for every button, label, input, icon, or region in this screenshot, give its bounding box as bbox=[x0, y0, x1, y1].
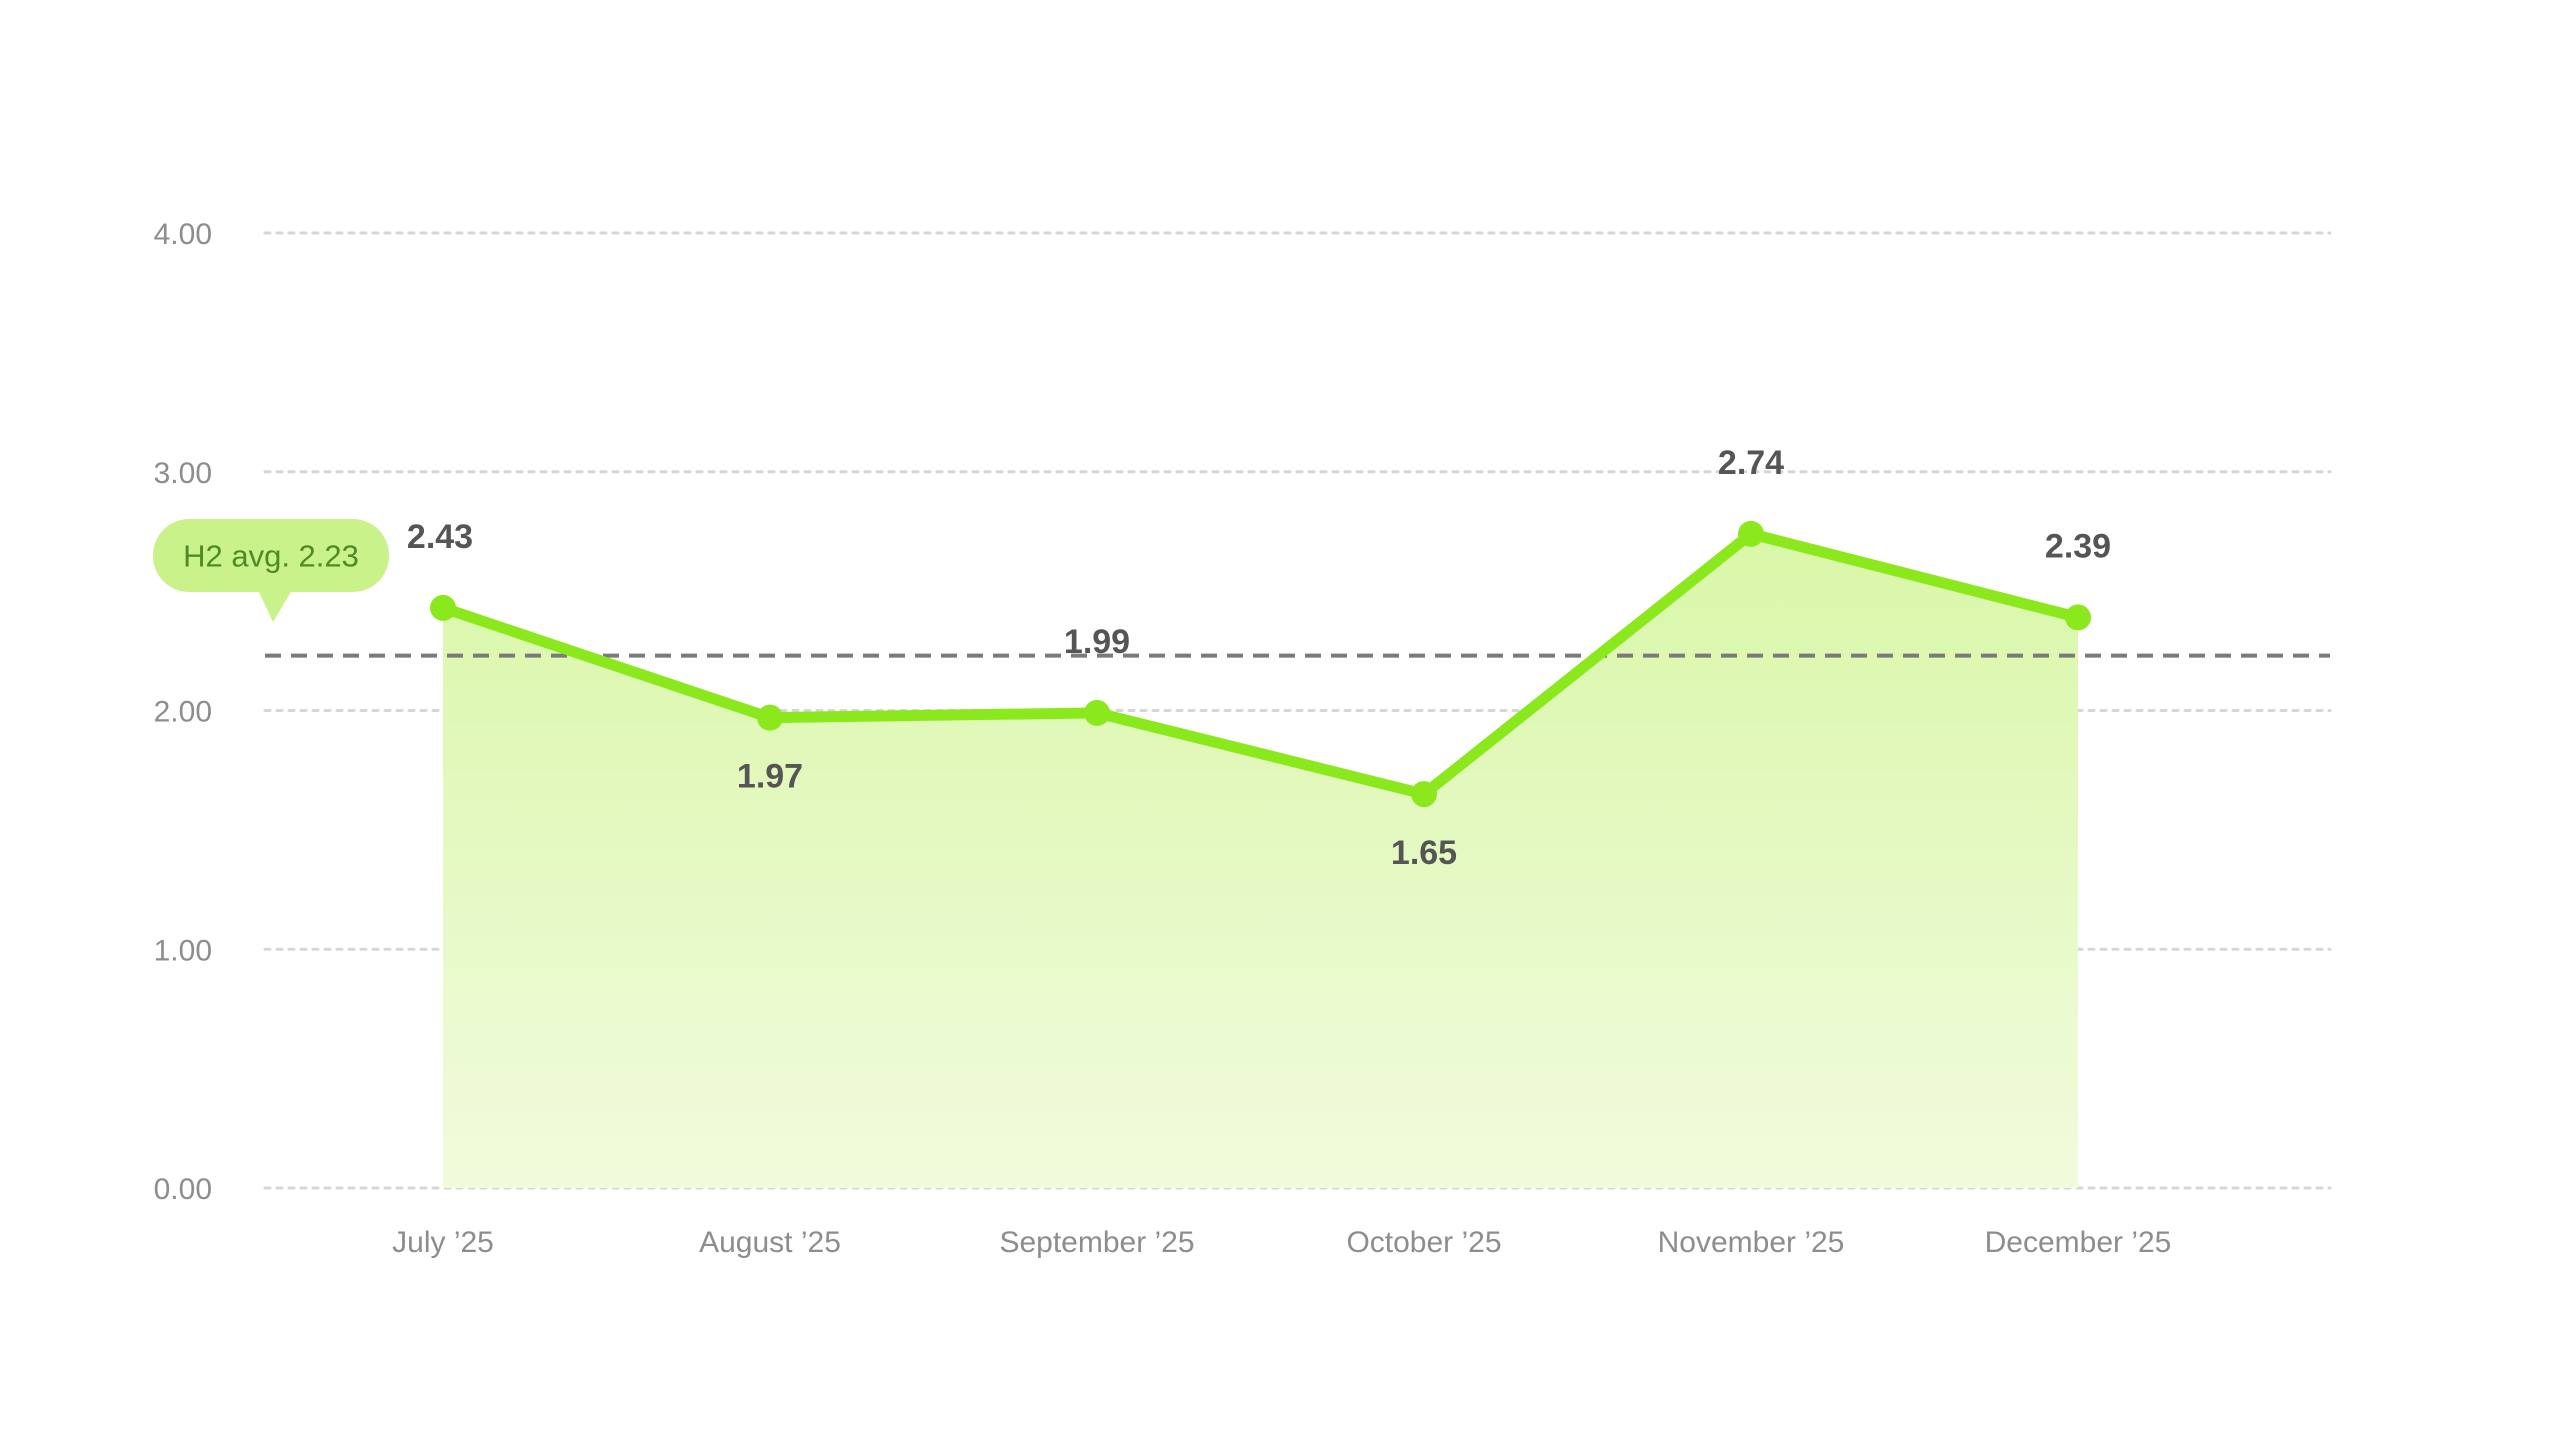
series-line bbox=[437, 528, 2084, 800]
y-tick-label: 2.00 bbox=[154, 696, 212, 729]
average-badge-bubble bbox=[153, 519, 389, 592]
y-tick-label: 3.00 bbox=[154, 457, 212, 490]
x-tick-label: July ’25 bbox=[392, 1226, 494, 1259]
x-tick-label: September ’25 bbox=[999, 1226, 1194, 1259]
y-tick-label: 1.00 bbox=[154, 934, 212, 967]
data-label: 1.97 bbox=[737, 758, 803, 796]
y-tick-label: 0.00 bbox=[154, 1173, 212, 1206]
data-point bbox=[757, 704, 783, 731]
data-point bbox=[1411, 781, 1437, 808]
data-point bbox=[1084, 699, 1110, 726]
x-tick-label: December ’25 bbox=[1985, 1226, 2172, 1259]
x-axis-ticks: July ’25 August ’25 September ’25 October ’… bbox=[392, 1226, 2171, 1259]
data-label: 1.99 bbox=[1064, 623, 1130, 661]
data-label: 2.43 bbox=[407, 518, 473, 556]
x-tick-label: November ’25 bbox=[1658, 1226, 1845, 1259]
data-points bbox=[430, 520, 2091, 808]
average-badge-pointer bbox=[258, 590, 292, 622]
data-label: 2.74 bbox=[1718, 444, 1784, 482]
data-point bbox=[430, 594, 456, 621]
data-labels: 2.43 1.97 1.99 1.65 2.74 2.39 bbox=[407, 444, 2111, 872]
y-tick-label: 4.00 bbox=[154, 218, 212, 251]
series-line-layer bbox=[437, 528, 2084, 800]
average-badge-label: H2 avg. 2.23 bbox=[183, 539, 359, 574]
data-label: 1.65 bbox=[1391, 834, 1457, 872]
series-area bbox=[443, 533, 2078, 1188]
average-badge: H2 avg. 2.23 bbox=[153, 519, 389, 622]
x-tick-label: October ’25 bbox=[1346, 1226, 1501, 1259]
area-fill-layer bbox=[443, 533, 2078, 1188]
data-label: 2.39 bbox=[2045, 527, 2111, 565]
data-point bbox=[2065, 604, 2091, 631]
data-point bbox=[1738, 520, 1764, 547]
x-tick-label: August ’25 bbox=[699, 1226, 841, 1259]
y-axis-ticks: 0.00 1.00 2.00 3.00 4.00 bbox=[154, 218, 212, 1206]
